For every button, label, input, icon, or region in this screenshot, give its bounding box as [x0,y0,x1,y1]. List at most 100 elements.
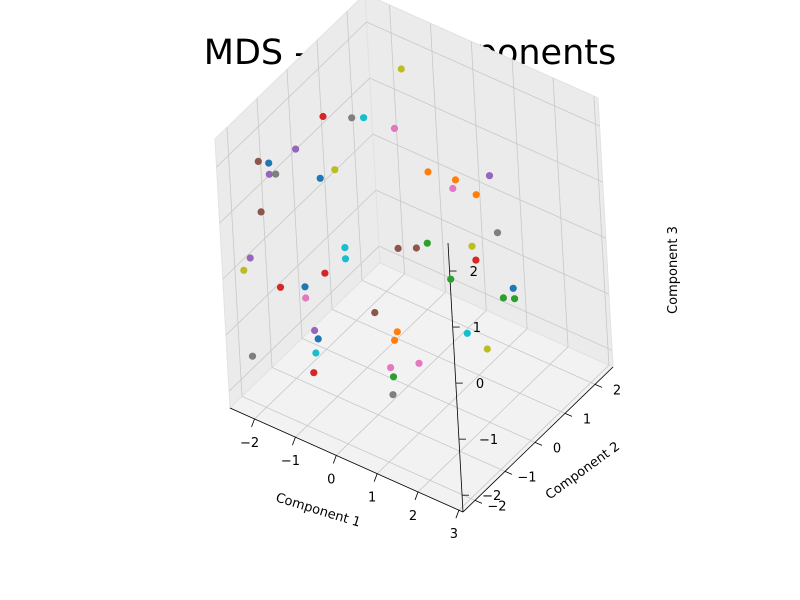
axis-spines [229,242,614,513]
grid-line-z [225,189,377,336]
grid-line-z [372,133,606,239]
data-point [415,359,423,367]
grid-line-x [552,77,569,347]
data-point [393,328,401,336]
grid-line-x [417,346,569,493]
grid-line-y [226,127,243,397]
data-point [302,294,310,302]
y-tick-mark [504,471,513,475]
grid-line-z [369,77,603,183]
x-axis-line [229,407,464,513]
data-point [257,208,265,216]
data-point [348,114,356,122]
y-tick-mark [564,413,573,417]
grid-line-y [361,280,596,385]
grid-line-x [376,328,528,474]
grid-line-x [254,273,405,420]
data-point [389,373,398,381]
grid-line-z [378,245,613,351]
data-point [316,174,324,182]
data-point [423,239,431,247]
data-point [276,283,285,291]
data-point [319,112,327,121]
x-tick-label: −1 [281,454,300,469]
x-tick-label: −2 [240,436,259,451]
y-tick-label: −1 [517,470,536,485]
data-point [485,172,494,180]
data-point [240,266,248,274]
tick-labels: −2 −1 0 1 2 3 −2 −1 0 1 2 −2 −1 0 1 2 [240,265,621,542]
data-point [371,309,379,317]
data-points [240,65,519,399]
data-point [424,168,432,176]
x-tick-mark [292,437,296,446]
grid-line-y [346,11,363,281]
grid-line-x [458,364,610,511]
data-point [412,244,420,252]
data-point [331,166,339,174]
data-point [499,294,507,302]
y-axis-line [462,366,614,513]
x-tick-label: 1 [368,491,376,506]
data-point [463,329,471,337]
data-point [310,369,318,377]
x-tick-label: 0 [327,472,335,487]
grid-line-x [511,59,528,329]
data-point [254,157,262,165]
grid-line-y [331,309,566,414]
data-point [265,170,273,178]
data-point [301,283,309,291]
grid-line-y [271,367,506,472]
x-tick-mark [455,510,460,519]
z-tick-label: 1 [473,321,481,336]
data-point [510,295,519,303]
z-tick-label: 0 [476,377,484,392]
data-point [312,349,320,357]
x-tick-label: 2 [409,509,417,524]
y-tick-mark [534,442,543,446]
x-tick-label: 3 [450,527,458,542]
data-point [472,191,480,199]
data-point [468,242,476,250]
x-tick-mark [414,491,419,501]
data-point [483,345,491,353]
z-tick-label: 2 [470,265,478,280]
grid-line-z [216,21,367,168]
x-tick-mark [332,455,337,464]
grid-line-y [301,338,536,443]
z-axis-label: Component 3 [666,226,681,314]
data-point [397,65,405,73]
x-tick-mark [373,473,378,482]
grid-line-x [295,291,446,438]
data-point [246,254,254,262]
x-axis-label: Component 1 [274,491,362,531]
data-point [390,124,399,132]
data-point [360,114,368,122]
data-point [451,176,460,184]
data-point [449,184,457,193]
data-point [472,256,480,264]
grid-line-z [222,133,374,280]
data-point [387,364,395,372]
z-tick-label: −1 [479,433,498,448]
grid-line-y [286,69,303,339]
grid-line-x [336,310,487,456]
y-tick-mark [594,384,603,388]
data-point [314,335,322,343]
data-point [391,336,399,344]
axis-panes [214,0,614,513]
grid-line-z [375,189,610,295]
data-point [341,244,349,252]
z-axis-line [447,242,464,513]
data-point [292,145,300,153]
y-tick-label: 0 [553,441,561,456]
data-point [321,269,329,277]
grid-line-z [228,245,380,392]
data-point [265,159,273,167]
data-point [447,275,455,283]
y-tick-label: −2 [487,499,506,514]
grid-line-y [316,40,333,310]
grid-line-y [256,98,273,368]
y-tick-label: 1 [583,412,591,427]
